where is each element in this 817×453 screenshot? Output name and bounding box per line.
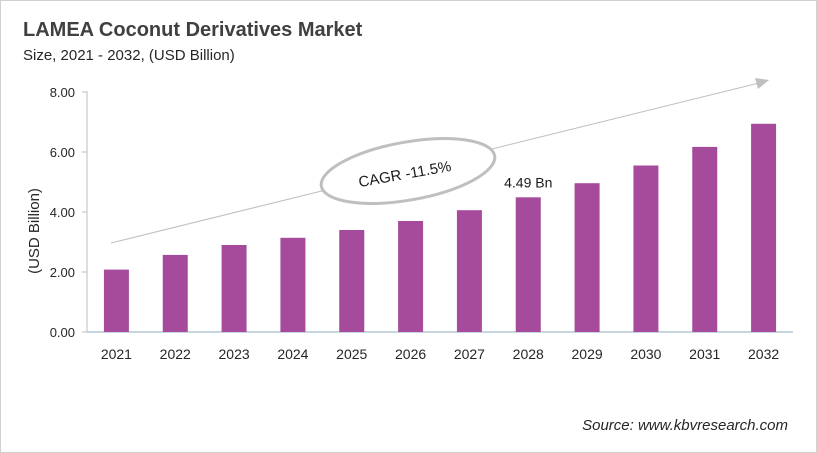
bar-2025 — [339, 230, 365, 332]
bar-2022 — [162, 254, 188, 332]
bar-2031 — [692, 146, 718, 332]
x-tick-label: 2025 — [336, 346, 367, 362]
x-tick-label: 2032 — [748, 346, 779, 362]
x-tick-label: 2024 — [277, 346, 308, 362]
cagr-ellipse — [319, 137, 497, 205]
bar-2023 — [221, 245, 247, 332]
y-tick-label: 0.00 — [50, 325, 75, 340]
bar-2028 — [515, 197, 541, 332]
trend-arrowhead — [755, 78, 769, 89]
x-tick-label: 2031 — [689, 346, 720, 362]
y-tick-label: 4.00 — [50, 205, 75, 220]
data-label-2028: 4.49 Bn — [504, 174, 552, 190]
x-tick-label: 2027 — [454, 346, 485, 362]
bar-2030 — [633, 165, 659, 332]
y-axis-label: (USD Billion) — [26, 188, 43, 274]
bar-2021 — [103, 269, 129, 332]
chart-subtitle: Size, 2021 - 2032, (USD Billion) — [23, 47, 235, 64]
y-tick-label: 6.00 — [50, 145, 75, 160]
bar-2032 — [751, 123, 777, 332]
x-tick-label: 2029 — [572, 346, 603, 362]
x-tick-label: 2022 — [160, 346, 191, 362]
y-tick-label: 2.00 — [50, 265, 75, 280]
bar-2024 — [280, 237, 306, 332]
y-tick-label: 8.00 — [50, 85, 75, 100]
bar-2026 — [398, 221, 424, 332]
x-tick-label: 2030 — [630, 346, 661, 362]
x-tick-label: 2021 — [101, 346, 132, 362]
x-tick-label: 2026 — [395, 346, 426, 362]
bar-2027 — [456, 210, 482, 332]
x-tick-label: 2028 — [513, 346, 544, 362]
source-text: Source: www.kbvresearch.com — [582, 417, 788, 434]
chart-title: LAMEA Coconut Derivatives Market — [23, 19, 363, 41]
bar-2029 — [574, 183, 600, 332]
x-tick-label: 2023 — [219, 346, 250, 362]
